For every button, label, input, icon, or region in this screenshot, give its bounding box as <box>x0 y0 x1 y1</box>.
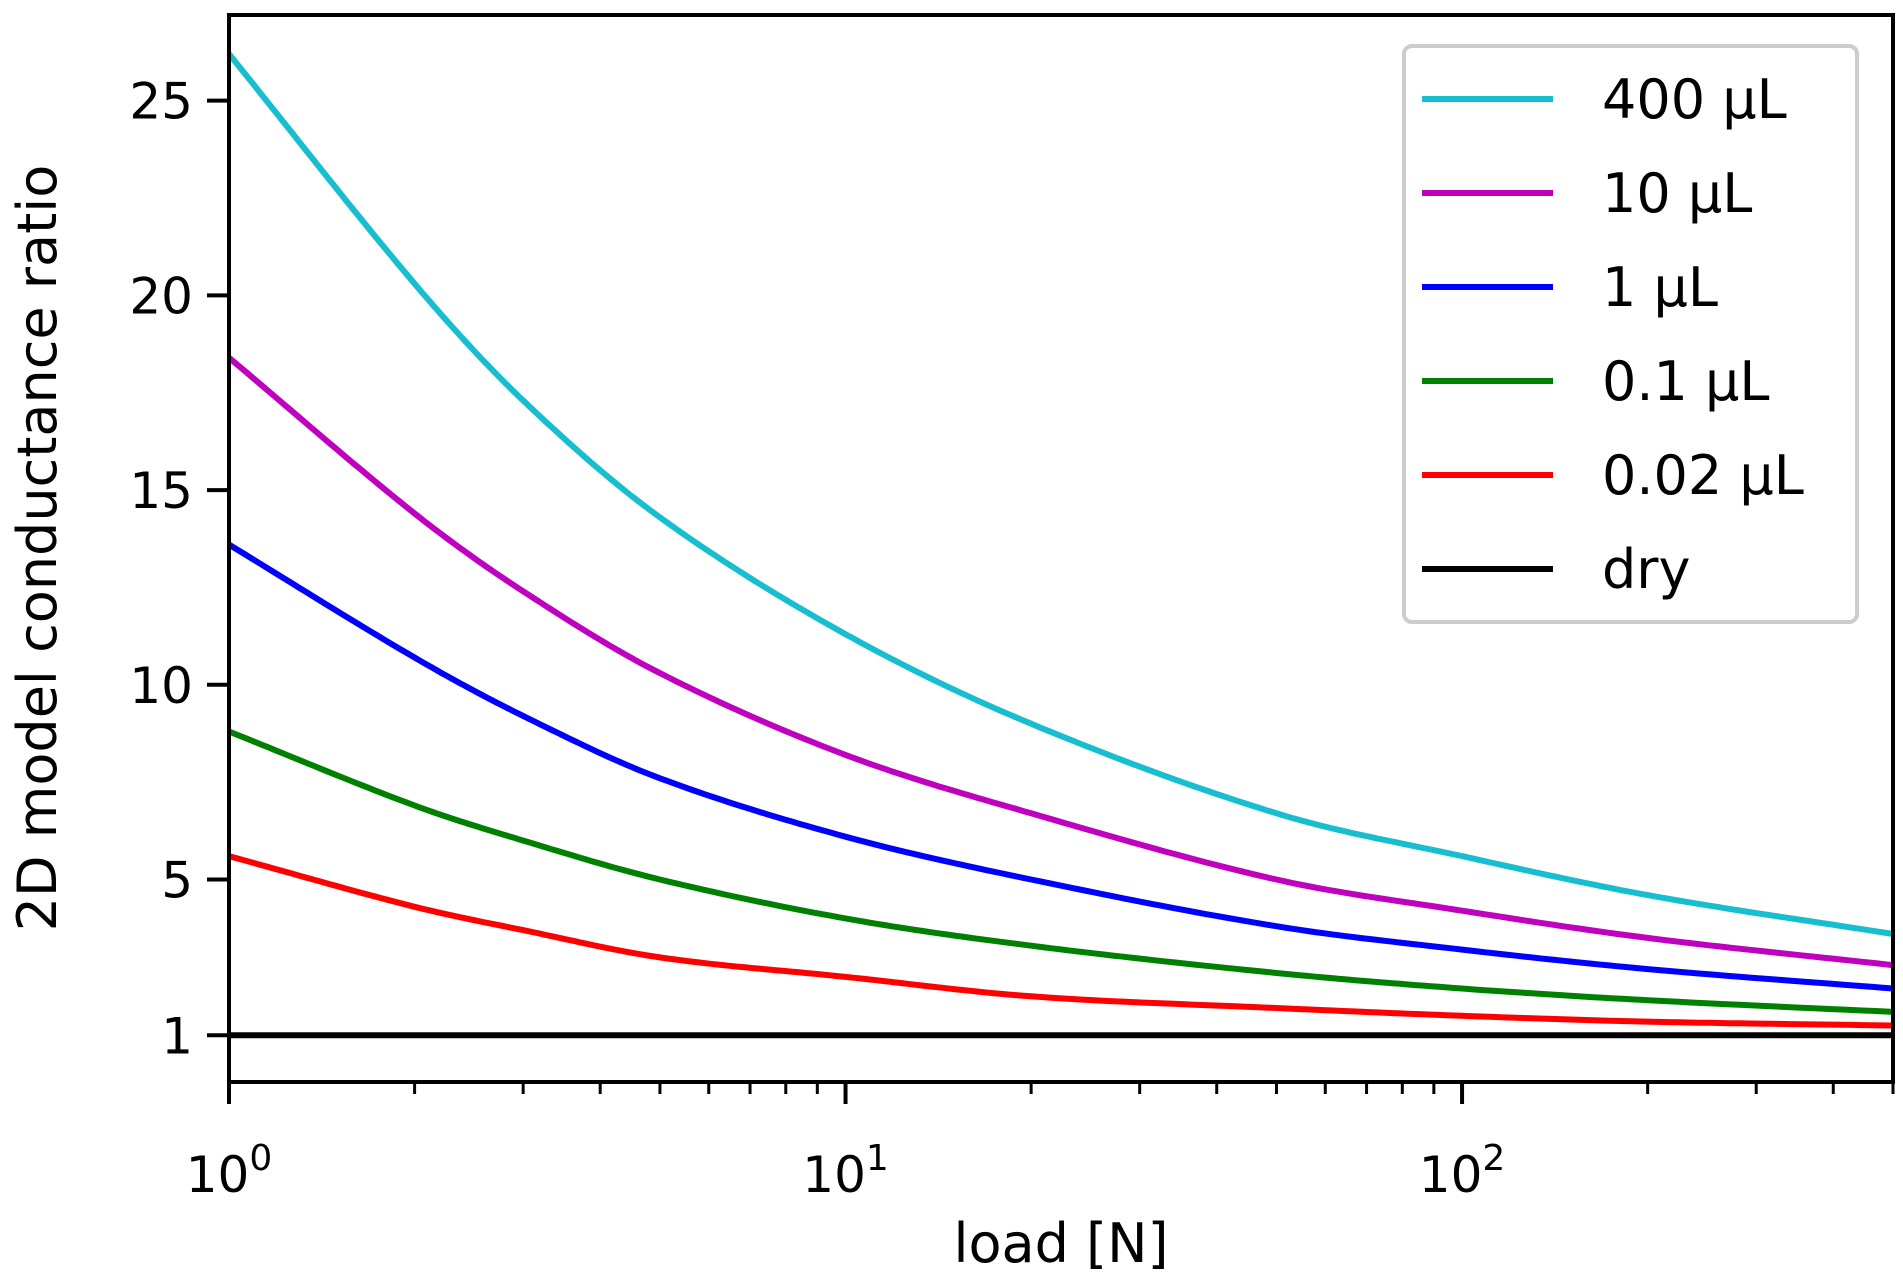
legend-box <box>1402 44 1859 624</box>
series-line <box>227 542 1894 992</box>
y-tick-label: 5 <box>161 852 193 910</box>
series-lines <box>226 52 1894 1039</box>
series-line <box>228 853 1894 1029</box>
y-tick-label: 25 <box>129 73 193 131</box>
y-axis-label: 2D model conductance ratio <box>6 165 69 932</box>
legend-label: dry <box>1602 538 1690 601</box>
x-axis-label: load [N] <box>953 1212 1168 1275</box>
x-axis-ticks: 100 101 102 <box>186 1082 1506 1204</box>
legend-label: 1 μL <box>1602 256 1718 319</box>
y-tick-label: 10 <box>129 657 193 715</box>
legend-label: 10 μL <box>1602 162 1752 225</box>
y-tick-label: 1 <box>161 1007 193 1065</box>
x-tick-label: 101 <box>802 1138 889 1204</box>
legend: 400 μL 10 μL 1 μL 0.1 μL 0.02 μL dry <box>1402 44 1859 624</box>
y-tick-label: 15 <box>129 462 193 520</box>
legend-label: 0.02 μL <box>1602 444 1804 507</box>
plot-frame <box>227 13 1895 1084</box>
legend-label: 0.1 μL <box>1602 350 1769 413</box>
legend-label: 400 μL <box>1602 68 1787 131</box>
series-line <box>226 52 1894 937</box>
x-tick-label: 102 <box>1419 1138 1506 1204</box>
x-tick-label: 100 <box>186 1138 273 1204</box>
series-line <box>227 728 1894 1015</box>
y-tick-label: 20 <box>129 267 193 325</box>
series-line <box>227 355 1894 969</box>
